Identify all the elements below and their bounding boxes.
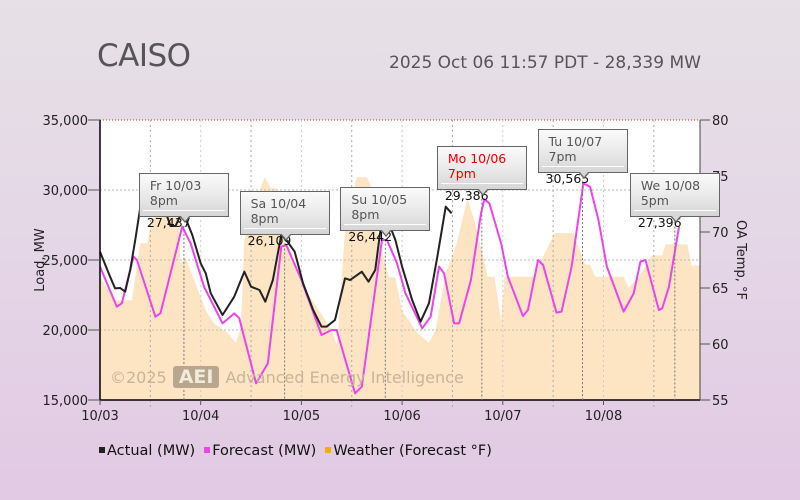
y2-tick-label: 70 <box>712 226 729 241</box>
forecast-line <box>99 182 681 395</box>
x-tick-label: 10/05 <box>283 409 320 424</box>
legend-item-forecast[interactable]: Forecast (MW) <box>204 443 316 459</box>
tooltip-arrow <box>380 228 393 237</box>
peak-tooltip: Tu 10/07 7pm 30,565 <box>537 129 628 186</box>
page-title: CAISO <box>97 38 191 74</box>
y-tick-label: 15,000 <box>43 394 89 409</box>
x-tick-label: 10/07 <box>484 409 521 424</box>
y-tick-label: 35,000 <box>43 114 89 129</box>
tooltip-time: Tu 10/07 7pm <box>541 130 624 168</box>
x-tick-label: 10/06 <box>383 409 420 424</box>
y-tick-label: 20,000 <box>43 324 89 339</box>
watermark-company: Advanced Energy Intelligence <box>225 367 464 387</box>
y2-tick-label: 60 <box>712 338 729 353</box>
legend-label: Actual (MW) <box>107 443 196 459</box>
tooltip-time: We 10/08 5pm <box>633 174 716 212</box>
watermark: ©2025 AEI Advanced Energy Intelligence <box>110 366 464 388</box>
x-tick-label: 10/03 <box>81 409 118 424</box>
y2-axis-title: OA Temp, °F <box>733 220 748 300</box>
peak-tooltip: Fr 10/03 8pm 27,437 <box>138 172 229 230</box>
x-tick-label: 10/04 <box>182 409 219 424</box>
watermark-copyright: ©2025 <box>110 367 167 387</box>
legend-label: Weather (Forecast °F) <box>333 443 492 459</box>
peak-tooltip: Su 10/05 8pm 26,442 <box>340 186 431 244</box>
legend-swatch-weather <box>325 447 332 453</box>
y2-tick-label: 55 <box>712 394 729 409</box>
tooltip-arrow <box>178 214 191 223</box>
aei-logo: AEI <box>172 366 220 388</box>
y-tick-label: 30,000 <box>43 184 89 199</box>
y2-tick-label: 80 <box>712 114 729 129</box>
y2-tick-label: 65 <box>712 282 729 297</box>
chart-legend: Actual (MW) Forecast (MW) Weather (Forec… <box>99 443 492 459</box>
peak-tooltip: Mo 10/06 7pm 29,386 <box>436 145 527 203</box>
legend-swatch-forecast <box>204 447 211 453</box>
tooltip-arrow <box>577 171 590 180</box>
legend-label: Forecast (MW) <box>212 443 317 459</box>
tooltip-arrow <box>476 187 489 196</box>
tooltip-time: Fr 10/03 8pm <box>142 174 225 211</box>
legend-swatch-actual <box>99 447 105 453</box>
timestamp-load-readout: 2025 Oct 06 11:57 PDT - 28,339 MW <box>389 53 701 73</box>
tooltip-time: Su 10/05 8pm <box>344 188 427 225</box>
x-tick-label: 10/08 <box>585 409 622 424</box>
legend-item-actual[interactable]: Actual (MW) <box>99 443 195 459</box>
y-tick-label: 25,000 <box>43 254 89 269</box>
legend-item-weather[interactable]: Weather (Forecast °F) <box>325 443 492 459</box>
y-axis-title: Load, MW <box>33 228 48 292</box>
tooltip-time: Sa 10/04 8pm <box>243 192 326 230</box>
tooltip-arrow <box>279 233 292 242</box>
peak-tooltip: Sa 10/04 8pm 26,109 <box>239 191 330 248</box>
peak-tooltip: We 10/08 5pm 27,396 <box>629 173 720 230</box>
tooltip-arrow <box>669 215 682 224</box>
tooltip-time: Mo 10/06 7pm <box>440 147 523 184</box>
